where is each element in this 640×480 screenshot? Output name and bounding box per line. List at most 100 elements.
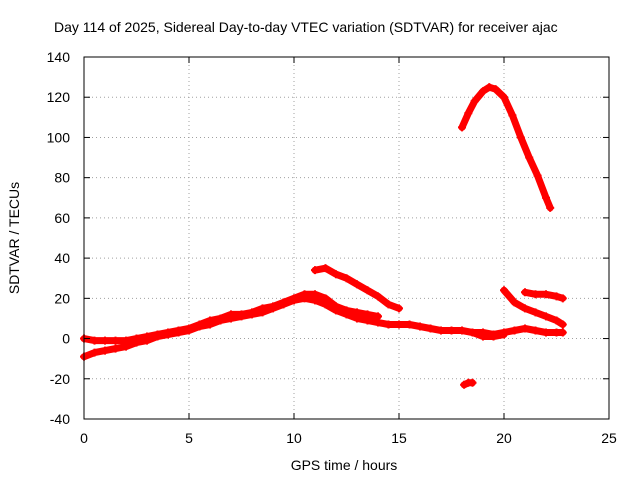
x-tick-labels: 0 5 10 15 20 25 xyxy=(80,430,617,446)
y-tick-label: -40 xyxy=(50,411,70,427)
data-point xyxy=(542,328,550,337)
chart-title: Day 114 of 2025, Sidereal Day-to-day VTE… xyxy=(54,19,558,35)
data-point xyxy=(552,292,561,301)
data-point xyxy=(531,308,540,317)
data-point xyxy=(101,336,109,345)
data-point xyxy=(470,97,479,106)
data-point xyxy=(185,324,193,333)
x-tick-label: 25 xyxy=(601,430,617,446)
data-point xyxy=(416,322,424,331)
data-point xyxy=(321,264,330,273)
data-point xyxy=(552,316,561,325)
series-track-early-upper xyxy=(80,290,382,345)
data-point xyxy=(489,332,498,341)
y-tick-labels: -40 -20 0 20 40 60 80 100 120 140 xyxy=(47,49,71,427)
x-tick-label: 5 xyxy=(185,430,193,446)
data-point xyxy=(447,326,456,335)
y-tick-label: 20 xyxy=(54,290,70,306)
data-point xyxy=(206,316,214,325)
data-point xyxy=(558,294,567,303)
series-track-outlier xyxy=(460,378,477,389)
data-point xyxy=(533,171,542,180)
data-point xyxy=(174,326,183,335)
data-point xyxy=(491,85,500,94)
series-track-evening-decline xyxy=(500,286,567,329)
data-point xyxy=(111,344,120,353)
series-line xyxy=(469,329,508,340)
data-point xyxy=(542,193,550,202)
data-point xyxy=(395,320,403,329)
data-point xyxy=(321,294,330,303)
series-track-late-dip xyxy=(468,328,508,341)
data-point xyxy=(164,328,172,337)
data-point xyxy=(90,348,99,357)
data-point xyxy=(405,320,414,329)
data-point xyxy=(468,378,477,387)
data-point xyxy=(531,326,540,335)
data-point xyxy=(521,304,529,313)
x-tick-label: 15 xyxy=(391,430,407,446)
data-point xyxy=(546,203,555,212)
y-tick-label: 100 xyxy=(47,129,71,145)
data-point xyxy=(500,286,508,295)
y-tick-label: 140 xyxy=(47,49,71,65)
data-point xyxy=(374,312,382,321)
series-track-evening-flat xyxy=(521,288,567,303)
data-point xyxy=(353,280,361,289)
data-points xyxy=(80,83,567,389)
data-point xyxy=(384,300,393,309)
data-point xyxy=(542,312,550,321)
data-point xyxy=(508,111,517,120)
data-point xyxy=(426,324,435,333)
data-point xyxy=(216,314,225,323)
data-point xyxy=(458,326,466,335)
series-track-high-arc xyxy=(458,83,555,212)
data-point xyxy=(437,326,445,335)
data-point xyxy=(90,336,99,345)
data-point xyxy=(558,328,567,337)
y-tick-label: -20 xyxy=(50,371,70,387)
data-point xyxy=(542,290,550,299)
data-point xyxy=(258,304,267,313)
x-tick-label: 20 xyxy=(496,430,512,446)
data-point xyxy=(342,274,351,283)
data-point xyxy=(353,308,361,317)
data-point xyxy=(479,87,487,96)
data-point xyxy=(195,320,204,329)
x-tick-label: 0 xyxy=(80,430,88,446)
data-point xyxy=(521,324,529,333)
data-point xyxy=(500,93,508,102)
data-point xyxy=(153,330,162,339)
data-point xyxy=(521,288,529,297)
y-tick-label: 60 xyxy=(54,210,70,226)
data-point xyxy=(500,330,508,339)
series-track-afternoon-hump xyxy=(311,264,403,313)
data-point xyxy=(311,290,319,299)
data-point xyxy=(374,292,382,301)
data-point xyxy=(363,310,372,319)
data-point xyxy=(122,336,130,345)
data-point xyxy=(510,298,519,307)
data-point xyxy=(143,332,151,341)
plot-area-border xyxy=(83,56,610,420)
data-point xyxy=(342,306,351,315)
data-point xyxy=(101,346,109,355)
data-point xyxy=(485,83,494,92)
data-point xyxy=(300,290,309,299)
data-point xyxy=(468,328,477,337)
grid-lines xyxy=(84,57,609,419)
y-tick-label: 0 xyxy=(62,331,70,347)
axis-ticks xyxy=(83,56,610,420)
data-point xyxy=(479,332,487,341)
data-point xyxy=(279,298,288,307)
data-point xyxy=(248,308,256,317)
data-point xyxy=(111,336,120,345)
x-tick-label: 10 xyxy=(286,430,302,446)
y-axis-label: SDTVAR / TECUs xyxy=(6,182,22,294)
data-point xyxy=(531,290,540,299)
data-point xyxy=(332,302,340,311)
data-point xyxy=(395,304,403,313)
data-point xyxy=(332,270,340,279)
